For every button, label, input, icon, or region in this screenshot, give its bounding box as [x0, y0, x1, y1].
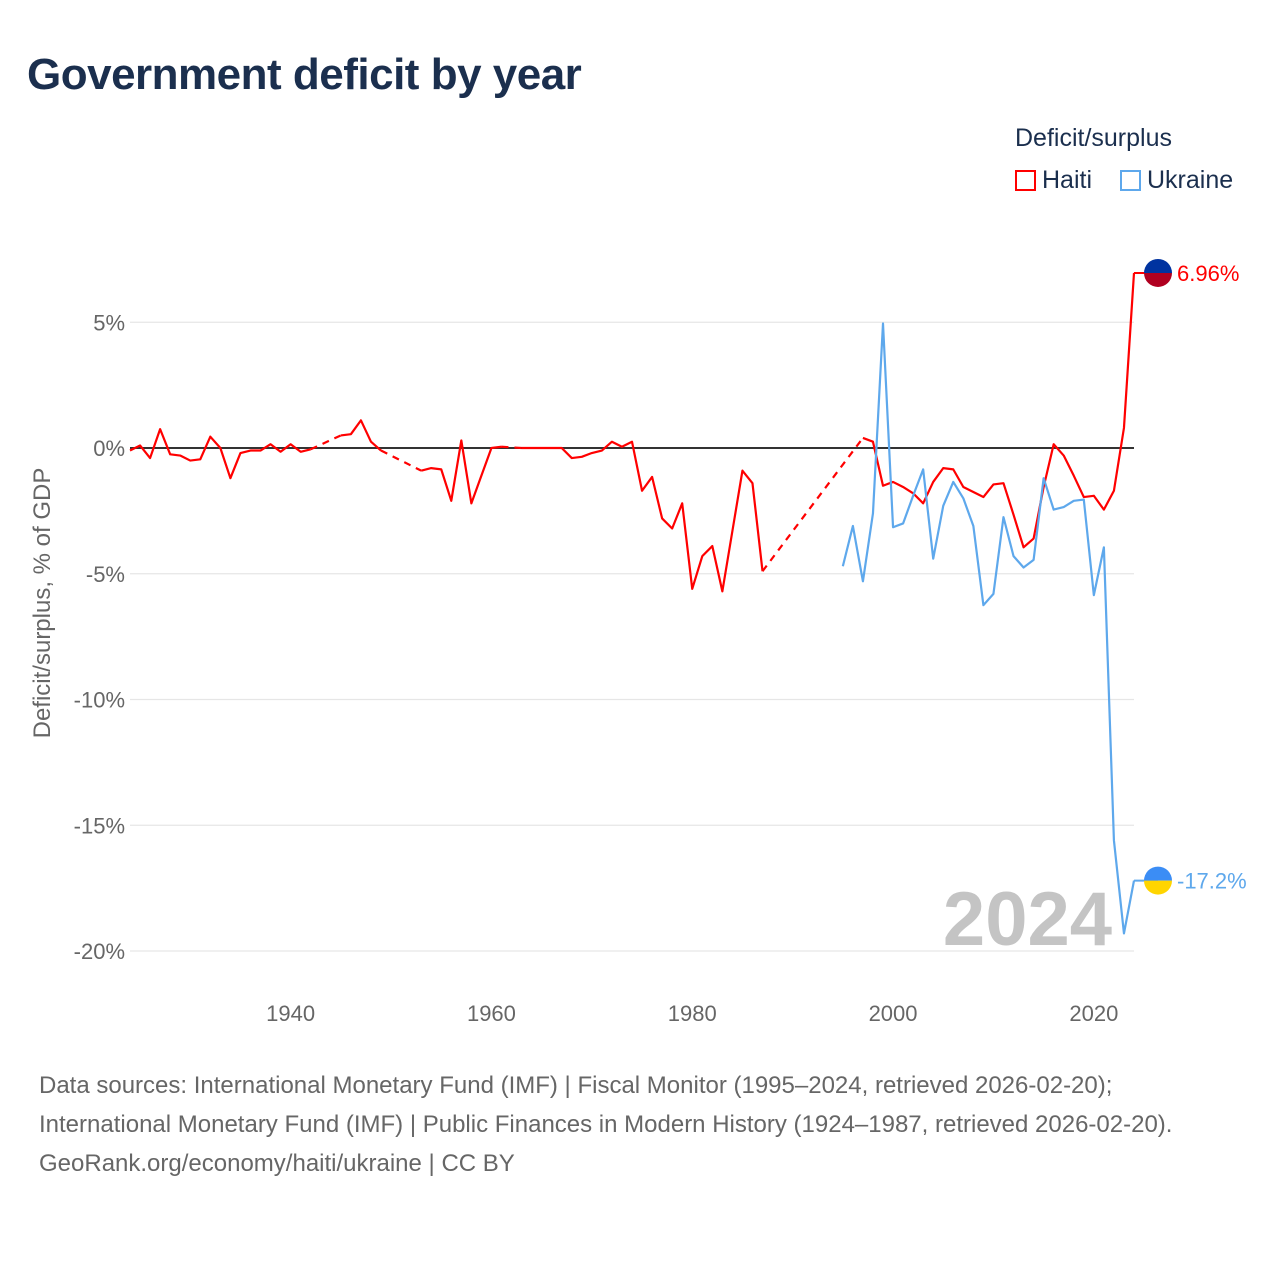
y-tick-label: 5%: [93, 310, 125, 335]
x-tick-label: 1980: [668, 1001, 717, 1026]
haiti-flag-icon: [1144, 258, 1172, 273]
y-tick-label: -20%: [74, 939, 125, 964]
haiti-line: [521, 440, 764, 593]
y-tick-label: -10%: [74, 688, 125, 713]
haiti-gap-line: [310, 434, 342, 451]
legend-item-haiti[interactable]: Haiti: [1015, 166, 1092, 195]
haiti-gap-line: [761, 437, 864, 572]
legend-label-ukraine: Ukraine: [1147, 166, 1234, 194]
haiti-gap-line: [380, 449, 422, 472]
x-tick-label: 2020: [1069, 1001, 1118, 1026]
x-tick-label: 1940: [266, 1001, 315, 1026]
haiti-line: [420, 439, 502, 505]
haiti-line: [862, 272, 1136, 549]
ukraine-swatch: [1120, 170, 1141, 191]
x-tick-label: 2000: [869, 1001, 918, 1026]
y-tick-label: -15%: [74, 813, 125, 838]
haiti-line: [129, 428, 311, 480]
credit-link[interactable]: GeoRank.org/economy/haiti/ukraine | CC B…: [39, 1150, 515, 1177]
legend-label-haiti: Haiti: [1042, 166, 1093, 194]
page-title: Government deficit by year: [27, 50, 582, 99]
ukraine-line: [841, 322, 1136, 935]
line-chart: 5%0%-5%-10%-15%-20%1940 1960 1980 2000 2020 …: [29, 258, 1247, 1026]
ukraine-end-label: -17.2%: [1177, 869, 1247, 894]
y-tick-label: 0%: [93, 436, 125, 461]
x-tick-label: 1960: [467, 1001, 516, 1026]
haiti-end-label: 6.96%: [1177, 261, 1239, 286]
haiti-flag-icon-lower: [1144, 272, 1172, 287]
legend-item-ukraine[interactable]: Ukraine: [1120, 166, 1233, 195]
year-watermark: 2024: [943, 877, 1112, 962]
ukraine-flag-icon: [1144, 866, 1172, 881]
ukraine-flag-icon-lower: [1144, 880, 1172, 895]
haiti-swatch: [1015, 170, 1036, 191]
legend-title: Deficit/surplus: [1015, 124, 1172, 152]
haiti-gap-line: [501, 445, 522, 450]
data-sources: Data sources: International Monetary Fun…: [39, 1072, 1173, 1138]
footer: Data sources: International Monetary Fun…: [39, 1066, 1239, 1183]
haiti-line: [340, 419, 382, 452]
y-axis-label: Deficit/surplus, % of GDP: [29, 468, 56, 739]
y-tick-label: -5%: [86, 562, 125, 587]
